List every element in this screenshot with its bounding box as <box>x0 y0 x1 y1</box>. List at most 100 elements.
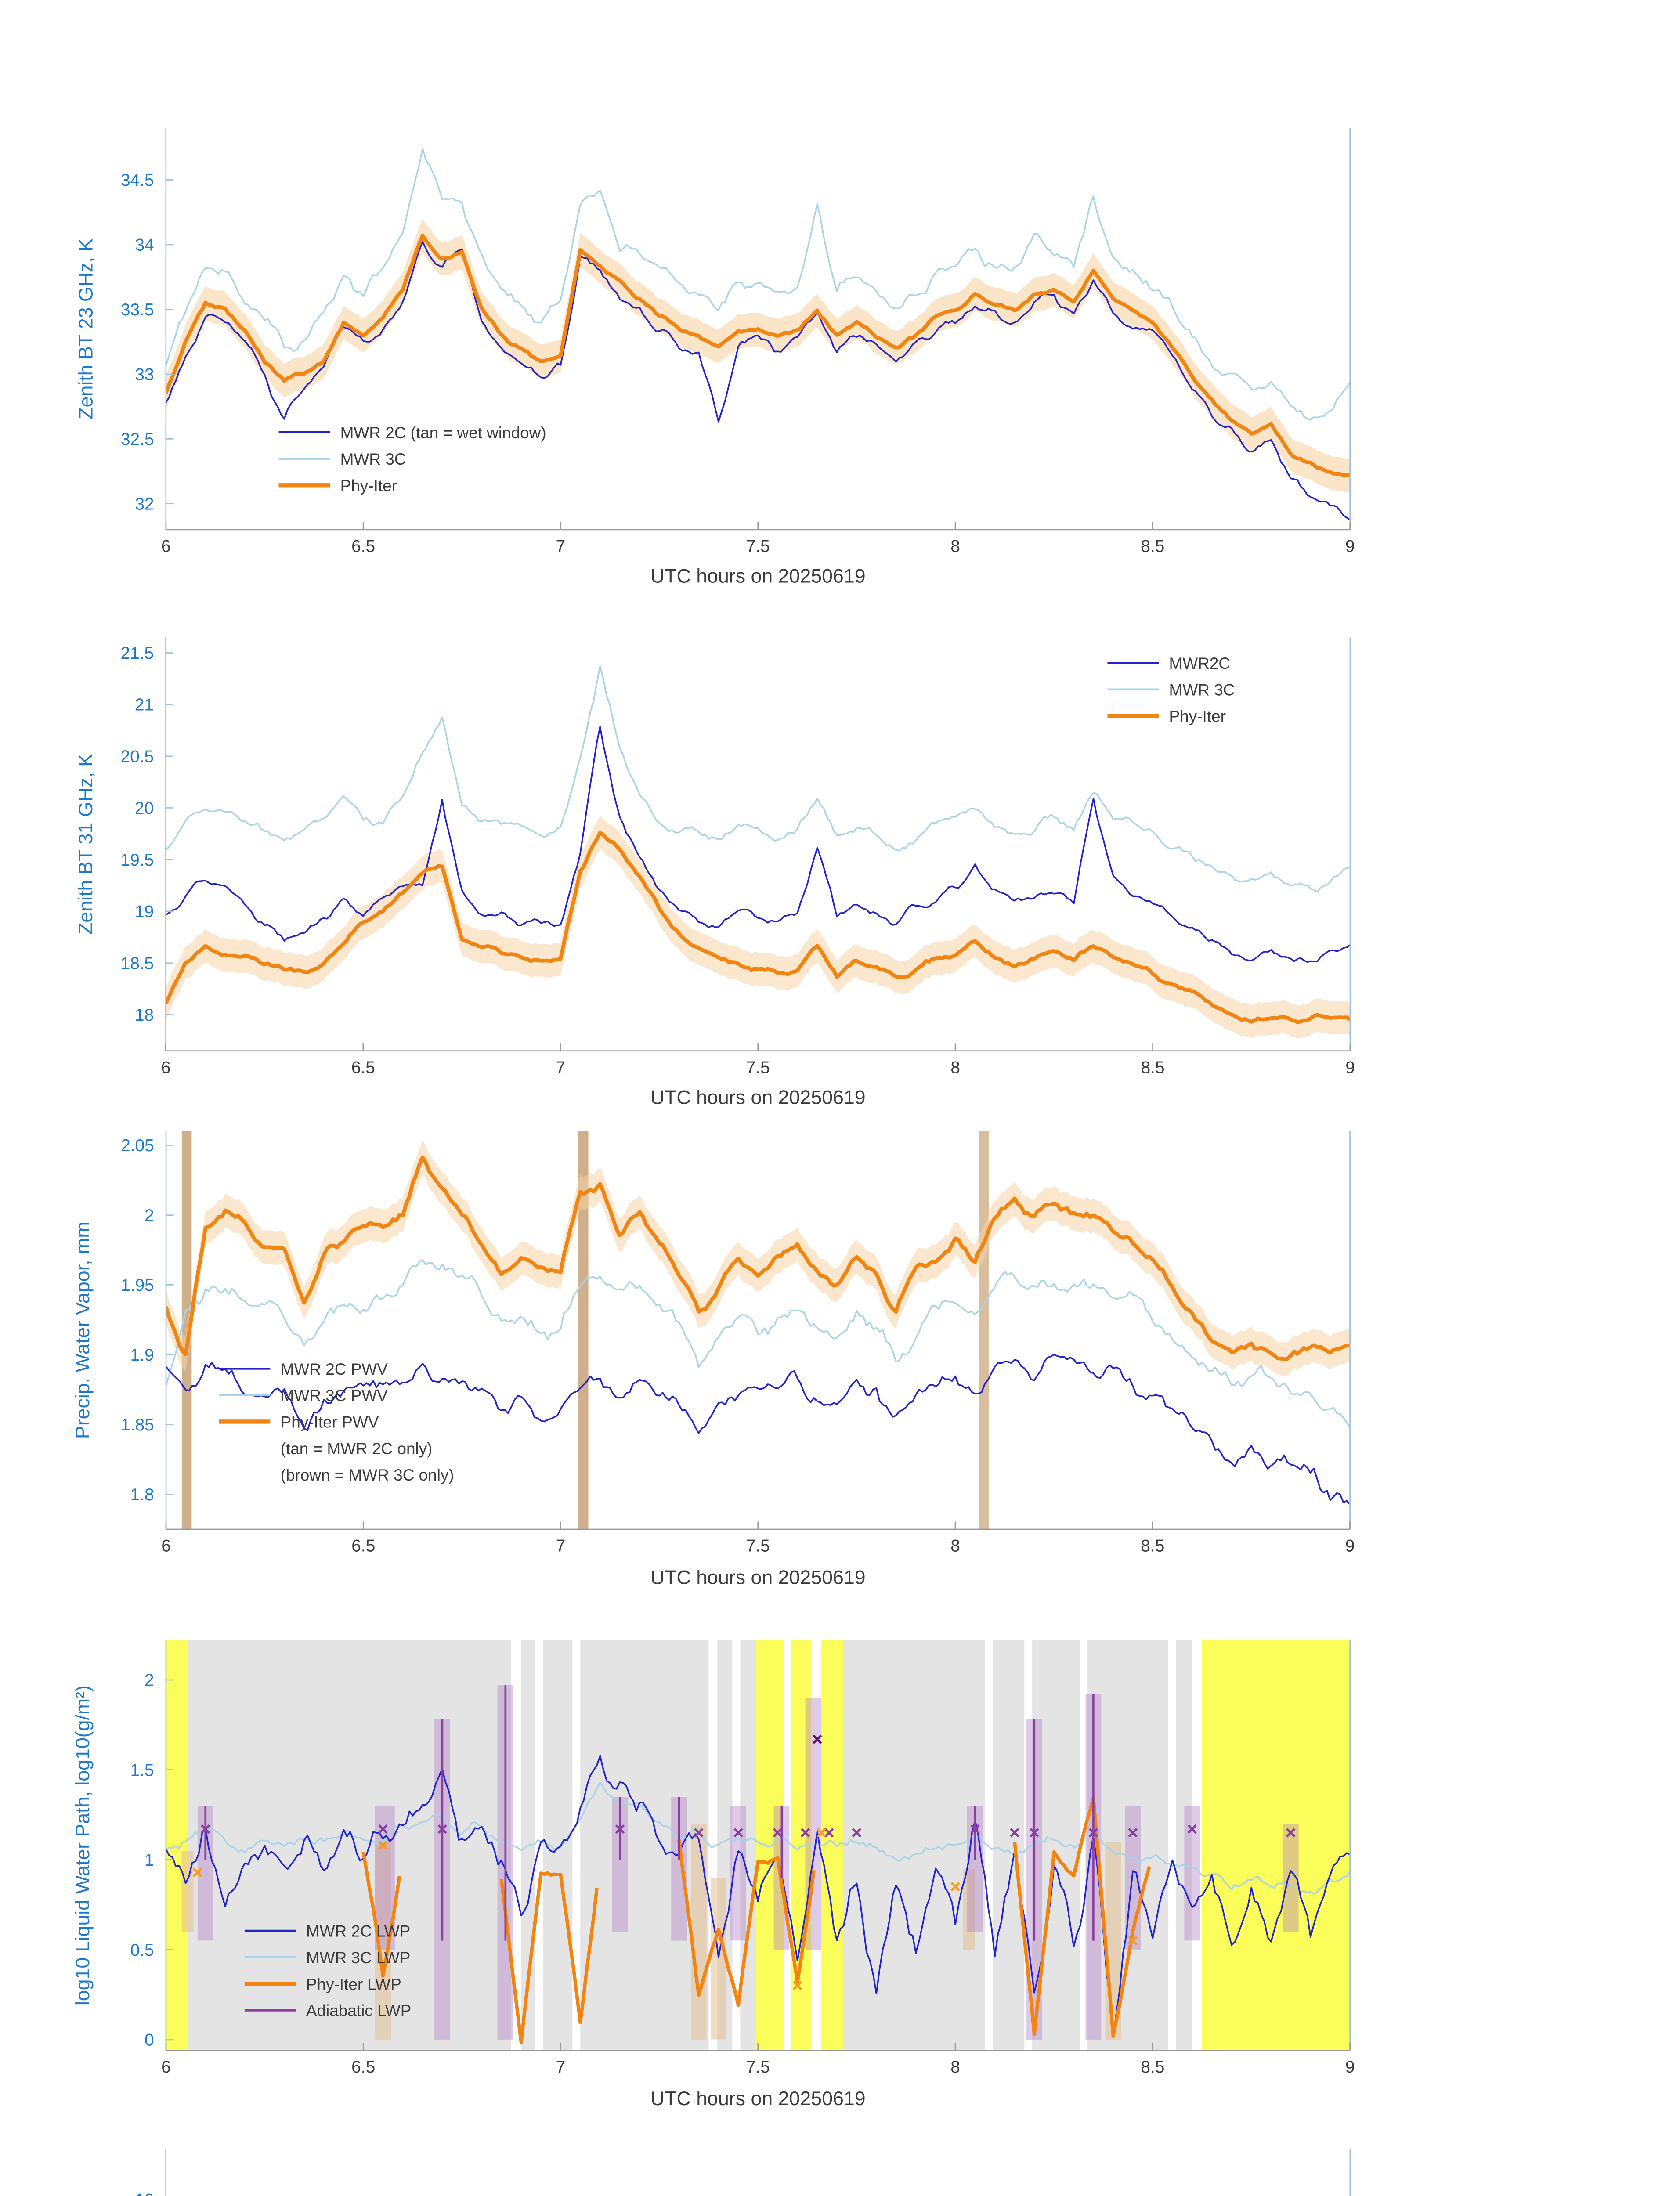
svg-text:21: 21 <box>135 696 154 715</box>
x-marker <box>800 1828 810 1838</box>
svg-text:8: 8 <box>950 537 960 556</box>
svg-text:8: 8 <box>950 1058 960 1077</box>
svg-text:6: 6 <box>161 537 171 556</box>
y-axis-label: Precip. Water Vapor, mm <box>72 1222 94 1439</box>
bg-band <box>166 1640 188 2051</box>
svg-text:10: 10 <box>135 2191 154 2196</box>
bg-band <box>572 1640 581 2051</box>
svg-text:8.5: 8.5 <box>1141 1058 1165 1077</box>
svg-text:1.85: 1.85 <box>121 1416 154 1434</box>
x-marker <box>201 1824 210 1834</box>
svg-text:2: 2 <box>145 1671 154 1690</box>
svg-text:33: 33 <box>135 365 154 384</box>
vertical-bar <box>730 1806 746 1941</box>
plot-area <box>166 1131 1350 1529</box>
vertical-bar <box>711 1878 726 2040</box>
y-axis-label: Zenith BT 23 GHz, K <box>76 238 97 419</box>
svg-text:7.5: 7.5 <box>746 2058 770 2077</box>
axes: 6 6.5 7 7.5 8 8.5 9 0 0.5 1 1.5 2 UTC hours on 20250… <box>72 1640 1355 2109</box>
svg-text:9: 9 <box>1345 2058 1355 2077</box>
chart-panel-liquid-water-path: 6 6.5 7 7.5 8 8.5 9 0 0.5 1 1.5 2 UTC hours on 20250… <box>72 1640 1355 2109</box>
x-marker <box>824 1828 834 1838</box>
svg-text:7: 7 <box>556 537 566 556</box>
svg-text:MWR 3C LWP: MWR 3C LWP <box>306 1949 410 1967</box>
svg-text:7.5: 7.5 <box>746 1058 770 1077</box>
legend: MWR 2C PWV MWR 3C PWV Phy-Iter PWV (tan = M… <box>219 1360 454 1484</box>
svg-text:0.5: 0.5 <box>130 1941 154 1960</box>
x-marker <box>193 1867 202 1877</box>
bg-band <box>756 1640 784 2051</box>
svg-text:UTC hours on 20250619: UTC hours on 20250619 <box>650 566 866 587</box>
svg-text:7: 7 <box>556 2058 566 2077</box>
svg-text:19.5: 19.5 <box>120 851 154 870</box>
svg-text:21.5: 21.5 <box>120 644 154 663</box>
svg-text:34.5: 34.5 <box>121 171 154 190</box>
chart-panel-precip-water-vapor: 6 6.5 7 7.5 8 8.5 9 1.8 1.85 1.9 1.95 2 2.05 UTC hour… <box>72 1131 1355 1588</box>
svg-text:7.5: 7.5 <box>746 537 770 556</box>
series-mwr3c-lwp <box>166 1782 1350 1895</box>
svg-text:8.5: 8.5 <box>1141 1537 1164 1556</box>
svg-text:MWR 2C (tan = wet window): MWR 2C (tan = wet window) <box>340 424 546 442</box>
chart-panel-zenith-bt-23ghz: 6 6.5 7 7.5 8 8.5 9 32 32.5 33 33.5 34 34.5 UTC hours… <box>76 128 1355 587</box>
svg-text:1.8: 1.8 <box>130 1485 154 1504</box>
svg-text:UTC hours on 20250619: UTC hours on 20250619 <box>650 1086 866 1108</box>
axes: 66.577.588.590246810UTC hours on 2025061… <box>135 2149 1351 2196</box>
svg-text:1: 1 <box>145 1851 154 1870</box>
svg-text:UTC hours on 20250619: UTC hours on 20250619 <box>650 1567 866 1588</box>
x-marker <box>950 1882 960 1892</box>
vertical-bar <box>1184 1806 1200 1941</box>
vertical-bar <box>963 1868 975 1950</box>
svg-text:33.5: 33.5 <box>121 300 154 319</box>
svg-text:1.5: 1.5 <box>130 1761 154 1780</box>
svg-text:1.9: 1.9 <box>130 1346 154 1365</box>
y-axis-label: log10 Liquid Water Path, log10(g/m²) <box>72 1685 94 2005</box>
series-phyiter-pwv-band <box>166 1140 1350 1376</box>
x-marker <box>378 1824 388 1834</box>
x-marker <box>1010 1828 1019 1838</box>
vertical-bar <box>979 1131 989 1529</box>
x-marker <box>1088 1828 1098 1838</box>
x-marker <box>813 1734 822 1744</box>
svg-text:32: 32 <box>135 495 154 513</box>
svg-text:18.5: 18.5 <box>120 954 154 973</box>
legend: MWR 2C (tan = wet window) MWR 3C Phy-Iter <box>278 424 546 495</box>
plot-area <box>166 147 1350 520</box>
svg-text:MWR 2C PWV: MWR 2C PWV <box>281 1360 388 1378</box>
bg-band <box>1080 1640 1088 2051</box>
series-mwr3c <box>166 665 1351 893</box>
svg-text:8: 8 <box>950 1537 960 1556</box>
svg-text:1.95: 1.95 <box>121 1276 154 1295</box>
series-phyiter <box>166 234 1350 477</box>
x-marker <box>1187 1824 1197 1834</box>
svg-text:9: 9 <box>1345 1058 1355 1077</box>
legend: MWR2C MWR 3C Phy-Iter <box>1107 654 1235 726</box>
x-marker <box>694 1828 704 1838</box>
svg-text:8: 8 <box>950 2058 960 2077</box>
bg-band <box>732 1640 741 2051</box>
series-phyiter-band <box>166 219 1350 492</box>
plot-area <box>166 665 1351 1039</box>
svg-text:MWR2C: MWR2C <box>1169 654 1231 672</box>
bg-band <box>784 1640 792 2051</box>
axes: 6 6.5 7 7.5 8 8.5 9 18 18.5 19 19.5 20 20.5 21 21.5 UTC… <box>75 637 1355 1108</box>
svg-text:8.5: 8.5 <box>1141 537 1164 556</box>
x-marker <box>1030 1828 1039 1838</box>
svg-text:7.5: 7.5 <box>746 1537 770 1556</box>
svg-text:7: 7 <box>556 1537 566 1556</box>
bg-band <box>535 1640 543 2051</box>
svg-text:MWR 3C PWV: MWR 3C PWV <box>281 1387 388 1405</box>
svg-text:32.5: 32.5 <box>121 430 154 449</box>
axes: 6 6.5 7 7.5 8 8.5 9 1.8 1.85 1.9 1.95 2 2.05 UTC hour… <box>72 1131 1355 1588</box>
x-marker <box>437 1824 447 1834</box>
svg-text:Phy-Iter: Phy-Iter <box>340 477 397 495</box>
x-marker <box>378 1840 388 1850</box>
svg-text:8.5: 8.5 <box>1141 2058 1164 2077</box>
x-marker <box>852 1828 862 1838</box>
svg-text:34: 34 <box>135 236 154 255</box>
svg-text:6: 6 <box>161 2058 171 2077</box>
svg-text:Phy-Iter PWV: Phy-Iter PWV <box>281 1413 379 1431</box>
bg-band <box>1192 1640 1202 2051</box>
vertical-bar <box>578 1131 589 1529</box>
series-mwr2c-pwv <box>166 1354 1350 1505</box>
